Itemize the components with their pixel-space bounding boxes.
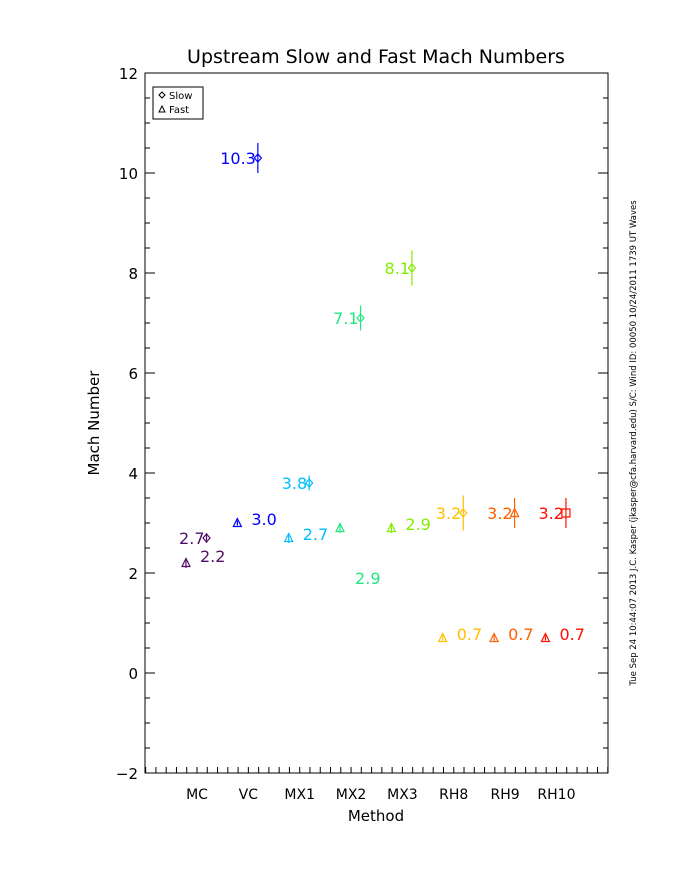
point-fast-mx2: 2.9: [335, 522, 381, 588]
point-slow-rh9: 3.2: [487, 498, 520, 528]
point-fast-vc: 3.0: [232, 510, 277, 529]
data-label: 8.1: [384, 259, 409, 278]
point-fast-mx1: 2.7: [283, 525, 328, 544]
point-slow-rh8: 3.2: [436, 495, 468, 531]
triangle-marker: [540, 632, 551, 643]
diamond-marker: [458, 508, 468, 518]
y-tick-label: 10: [119, 165, 138, 183]
data-label: 2.9: [355, 569, 380, 588]
y-tick-label: 2: [128, 565, 138, 583]
x-tick-label: VC: [239, 787, 259, 803]
data-label: 3.2: [487, 504, 512, 523]
legend-label-slow: Slow: [169, 91, 192, 102]
diamond-marker: [304, 478, 314, 488]
point-fast-rh9: 0.7: [489, 625, 534, 644]
point-fast-mc: 2.2: [181, 547, 225, 568]
point-slow-mx2: 7.1: [333, 305, 365, 331]
triangle-marker: [509, 507, 520, 518]
legend-marker-fast: [158, 104, 166, 113]
data-label: 2.7: [179, 529, 204, 548]
y-tick-label: 0: [128, 665, 138, 683]
data-label: 3.0: [251, 510, 276, 529]
y-tick-label: 4: [128, 465, 138, 483]
chart-title: Upstream Slow and Fast Mach Numbers: [187, 46, 565, 68]
side-annotation: Tue Sep 24 10:44:07 2013 J.C. Kasper (jk…: [629, 200, 639, 687]
x-axis-label: Method: [348, 807, 404, 825]
point-slow-rh10: 3.2: [538, 498, 571, 528]
point-slow-mx1: 3.8: [282, 474, 314, 493]
x-tick-label: MX3: [387, 787, 418, 803]
diamond-marker: [407, 263, 417, 273]
triangle-marker: [386, 522, 397, 533]
data-label: 0.7: [559, 625, 584, 644]
point-fast-rh10: 0.7: [540, 625, 585, 644]
diamond-marker: [202, 533, 211, 543]
point-slow-vc: 10.3: [220, 143, 263, 173]
triangle-marker: [181, 557, 191, 568]
y-tick-label: 6: [128, 365, 138, 383]
triangle-marker: [283, 532, 294, 543]
data-label: 2.7: [303, 525, 328, 544]
x-tick-label: MC: [186, 787, 208, 803]
triangle-marker: [489, 632, 500, 643]
data-label: 2.9: [405, 515, 430, 534]
point-fast-rh8: 0.7: [437, 625, 482, 644]
data-label: 7.1: [333, 309, 358, 328]
y-tick-label: 12: [119, 65, 138, 83]
x-tick-label: RH10: [537, 787, 575, 803]
diamond-marker: [356, 313, 365, 323]
triangle-marker: [437, 632, 448, 643]
y-tick-label: −2: [116, 765, 138, 783]
x-tick-label: MX1: [284, 787, 315, 803]
data-label: 0.7: [457, 625, 482, 644]
legend-marker-slow: [158, 91, 166, 99]
data-label: 3.8: [282, 474, 307, 493]
square-marker: [561, 508, 571, 518]
x-tick-label: RH9: [491, 787, 520, 803]
y-axis-label: Mach Number: [85, 370, 103, 476]
legend-label-fast: Fast: [169, 105, 189, 116]
data-label: 0.7: [508, 625, 533, 644]
x-tick-label: MX2: [336, 787, 367, 803]
diamond-marker: [253, 153, 263, 163]
point-fast-mx3: 2.9: [386, 515, 431, 534]
plot-frame: [144, 72, 609, 774]
data-label: 10.3: [220, 149, 256, 168]
x-tick-label: RH8: [439, 787, 468, 803]
triangle-marker: [335, 522, 346, 533]
legend: Slow Fast: [152, 86, 204, 120]
point-slow-mx3: 8.1: [384, 250, 417, 286]
point-slow-mc: 2.7: [179, 529, 211, 548]
data-label: 3.2: [538, 504, 563, 523]
data-label: 3.2: [436, 504, 461, 523]
data-label: 2.2: [200, 547, 225, 566]
y-tick-label: 8: [128, 265, 138, 283]
triangle-marker: [232, 517, 243, 528]
